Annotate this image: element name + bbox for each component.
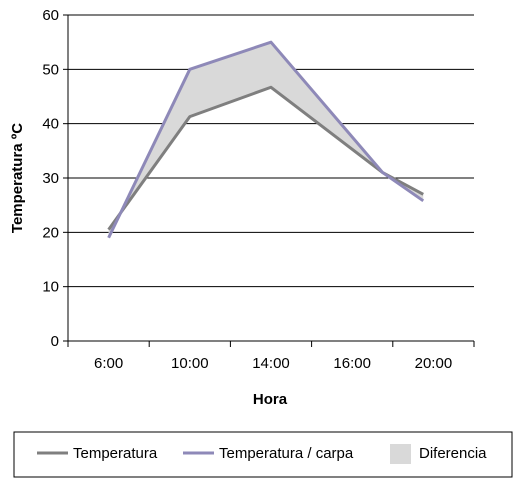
y-tick-label: 60 [42,7,59,24]
legend-swatch-diferencia [390,444,411,464]
y-tick-label: 0 [51,333,59,350]
x-tick-label: 20:00 [415,355,453,372]
series-line-temperatura [107,85,424,231]
y-tick-label: 40 [42,116,59,133]
legend-label-diferencia: Diferencia [419,445,487,462]
y-axis-title: Temperatura ºC [9,123,26,233]
legend: Temperatura Temperatura / carpa Diferenc… [13,431,513,478]
legend-box [13,431,513,478]
y-tick-label: 10 [42,279,59,296]
y-tick-label: 20 [42,224,59,241]
difference-area-fill [108,42,424,238]
x-tick-label: 6:00 [94,355,123,372]
y-tick-label: 30 [42,170,59,187]
axes [63,14,475,347]
legend-label-temperatura: Temperatura [73,445,158,462]
x-tick-labels: 6:00 10:00 14:00 16:00 20:00 [94,355,452,372]
x-tick-label: 16:00 [333,355,371,372]
series-lines [107,40,425,239]
difference-area [108,42,424,238]
x-tick-label: 10:00 [171,355,209,372]
series-line-temperatura-carpa [107,40,425,239]
y-tick-labels: 0 10 20 30 40 50 60 [42,7,59,350]
x-axis-title: Hora [253,391,288,408]
legend-label-temperatura-carpa: Temperatura / carpa [219,445,354,462]
x-tick-label: 14:00 [252,355,290,372]
y-tick-label: 50 [42,61,59,78]
